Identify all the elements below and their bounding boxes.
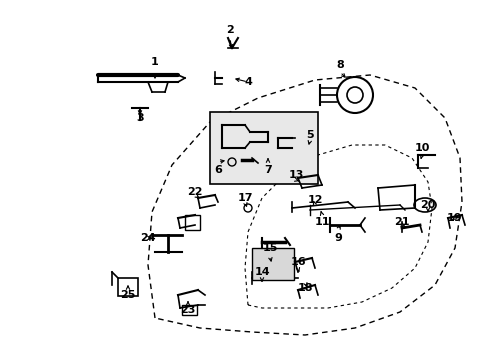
Text: 9: 9 (333, 233, 341, 243)
Text: 13: 13 (288, 170, 303, 180)
Text: 21: 21 (393, 217, 409, 227)
Text: 18: 18 (297, 283, 312, 293)
Text: 3: 3 (136, 113, 143, 123)
Text: 5: 5 (305, 130, 313, 140)
Text: 23: 23 (180, 305, 195, 315)
Text: 2: 2 (225, 25, 233, 35)
Text: 19: 19 (446, 213, 462, 223)
Bar (184, 215, 200, 230)
Text: 4: 4 (244, 77, 251, 87)
Text: 15: 15 (262, 243, 277, 253)
Text: 10: 10 (413, 143, 429, 153)
Text: 12: 12 (306, 195, 322, 205)
Bar (209, 112, 317, 184)
Text: 8: 8 (335, 60, 343, 70)
Bar (118, 278, 138, 296)
Text: 16: 16 (289, 257, 305, 267)
Text: 22: 22 (187, 187, 203, 197)
Text: 20: 20 (420, 200, 435, 210)
Text: 14: 14 (254, 267, 269, 277)
Text: 24: 24 (140, 233, 156, 243)
Text: 1: 1 (151, 57, 159, 67)
Bar (251, 248, 293, 280)
Text: 11: 11 (314, 217, 329, 227)
Bar (182, 305, 197, 315)
Text: 25: 25 (120, 290, 135, 300)
Text: 17: 17 (237, 193, 252, 203)
Text: 7: 7 (264, 165, 271, 175)
Text: 6: 6 (214, 165, 222, 175)
